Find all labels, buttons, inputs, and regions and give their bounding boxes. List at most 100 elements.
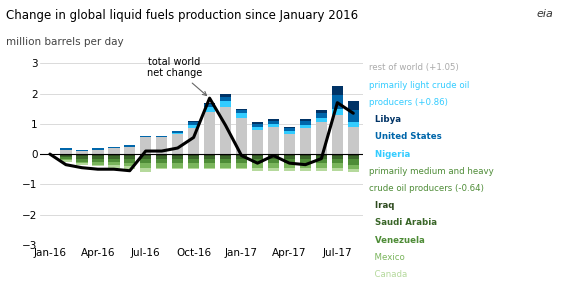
Bar	[300, 125, 311, 128]
Bar	[300, 168, 311, 171]
Bar	[236, 110, 247, 113]
Bar	[316, 154, 327, 156]
Bar	[76, 162, 88, 163]
Bar	[316, 168, 327, 171]
Bar	[172, 134, 183, 154]
Bar	[204, 163, 215, 168]
Bar	[347, 122, 359, 127]
Bar	[188, 128, 199, 154]
Bar	[332, 95, 343, 109]
Bar	[236, 109, 247, 110]
Bar	[220, 101, 232, 107]
Bar	[140, 137, 151, 154]
Bar	[300, 128, 311, 154]
Bar	[156, 163, 168, 168]
Bar	[316, 113, 327, 118]
Text: primarily light crude oil: primarily light crude oil	[369, 81, 469, 90]
Bar	[252, 163, 263, 168]
Bar	[347, 169, 359, 172]
Bar	[332, 86, 343, 95]
Bar	[92, 148, 104, 149]
Bar	[268, 168, 279, 171]
Text: Nigeria: Nigeria	[369, 149, 411, 158]
Bar	[283, 128, 295, 131]
Bar	[332, 168, 343, 171]
Bar	[204, 154, 215, 156]
Bar	[172, 156, 183, 159]
Bar	[268, 119, 279, 121]
Bar	[156, 156, 168, 159]
Bar	[124, 166, 135, 169]
Bar	[188, 121, 199, 122]
Bar	[283, 163, 295, 168]
Bar	[316, 118, 327, 122]
Bar	[316, 122, 327, 154]
Bar	[92, 159, 104, 162]
Bar	[140, 159, 151, 163]
Text: Iraq: Iraq	[369, 201, 395, 210]
Bar	[124, 147, 135, 154]
Bar	[60, 154, 71, 156]
Bar	[188, 159, 199, 163]
Bar	[204, 112, 215, 154]
Bar	[332, 115, 343, 154]
Bar	[76, 151, 88, 154]
Bar	[347, 165, 359, 169]
Bar	[220, 97, 232, 101]
Bar	[347, 110, 359, 122]
Bar	[283, 154, 295, 156]
Text: million barrels per day: million barrels per day	[6, 37, 123, 48]
Bar	[347, 156, 359, 159]
Bar	[76, 154, 88, 156]
Bar	[236, 159, 247, 163]
Bar	[76, 163, 88, 165]
Bar	[220, 156, 232, 159]
Bar	[252, 154, 263, 156]
Bar	[76, 156, 88, 159]
Bar	[76, 149, 88, 151]
Bar	[283, 127, 295, 128]
Bar	[236, 168, 247, 169]
Bar	[236, 156, 247, 159]
Bar	[156, 137, 168, 154]
Bar	[188, 122, 199, 125]
Text: rest of world (+1.05): rest of world (+1.05)	[369, 63, 459, 72]
Bar	[188, 154, 199, 156]
Bar	[172, 159, 183, 163]
Bar	[92, 162, 104, 165]
Bar	[188, 163, 199, 168]
Text: primarily medium and heavy: primarily medium and heavy	[369, 167, 494, 176]
Bar	[140, 168, 151, 172]
Bar	[268, 127, 279, 154]
Bar	[124, 163, 135, 166]
Bar	[252, 130, 263, 154]
Bar	[140, 163, 151, 168]
Bar	[92, 149, 104, 154]
Bar	[172, 154, 183, 156]
Bar	[60, 157, 71, 159]
Bar	[283, 159, 295, 163]
Bar	[236, 163, 247, 168]
Bar	[220, 159, 232, 163]
Bar	[252, 124, 263, 127]
Bar	[220, 94, 232, 97]
Bar	[220, 168, 232, 169]
Bar	[124, 156, 135, 159]
Bar	[316, 159, 327, 163]
Bar	[268, 154, 279, 156]
Bar	[92, 156, 104, 159]
Text: United States: United States	[369, 132, 442, 141]
Bar	[332, 154, 343, 156]
Bar	[108, 148, 120, 154]
Bar	[204, 104, 215, 107]
Bar	[60, 160, 71, 162]
Bar	[60, 148, 71, 149]
Bar	[108, 162, 120, 165]
Bar	[156, 154, 168, 156]
Bar	[220, 154, 232, 156]
Bar	[156, 168, 168, 169]
Bar	[92, 154, 104, 156]
Bar	[268, 121, 279, 124]
Bar	[188, 168, 199, 169]
Bar	[347, 159, 359, 165]
